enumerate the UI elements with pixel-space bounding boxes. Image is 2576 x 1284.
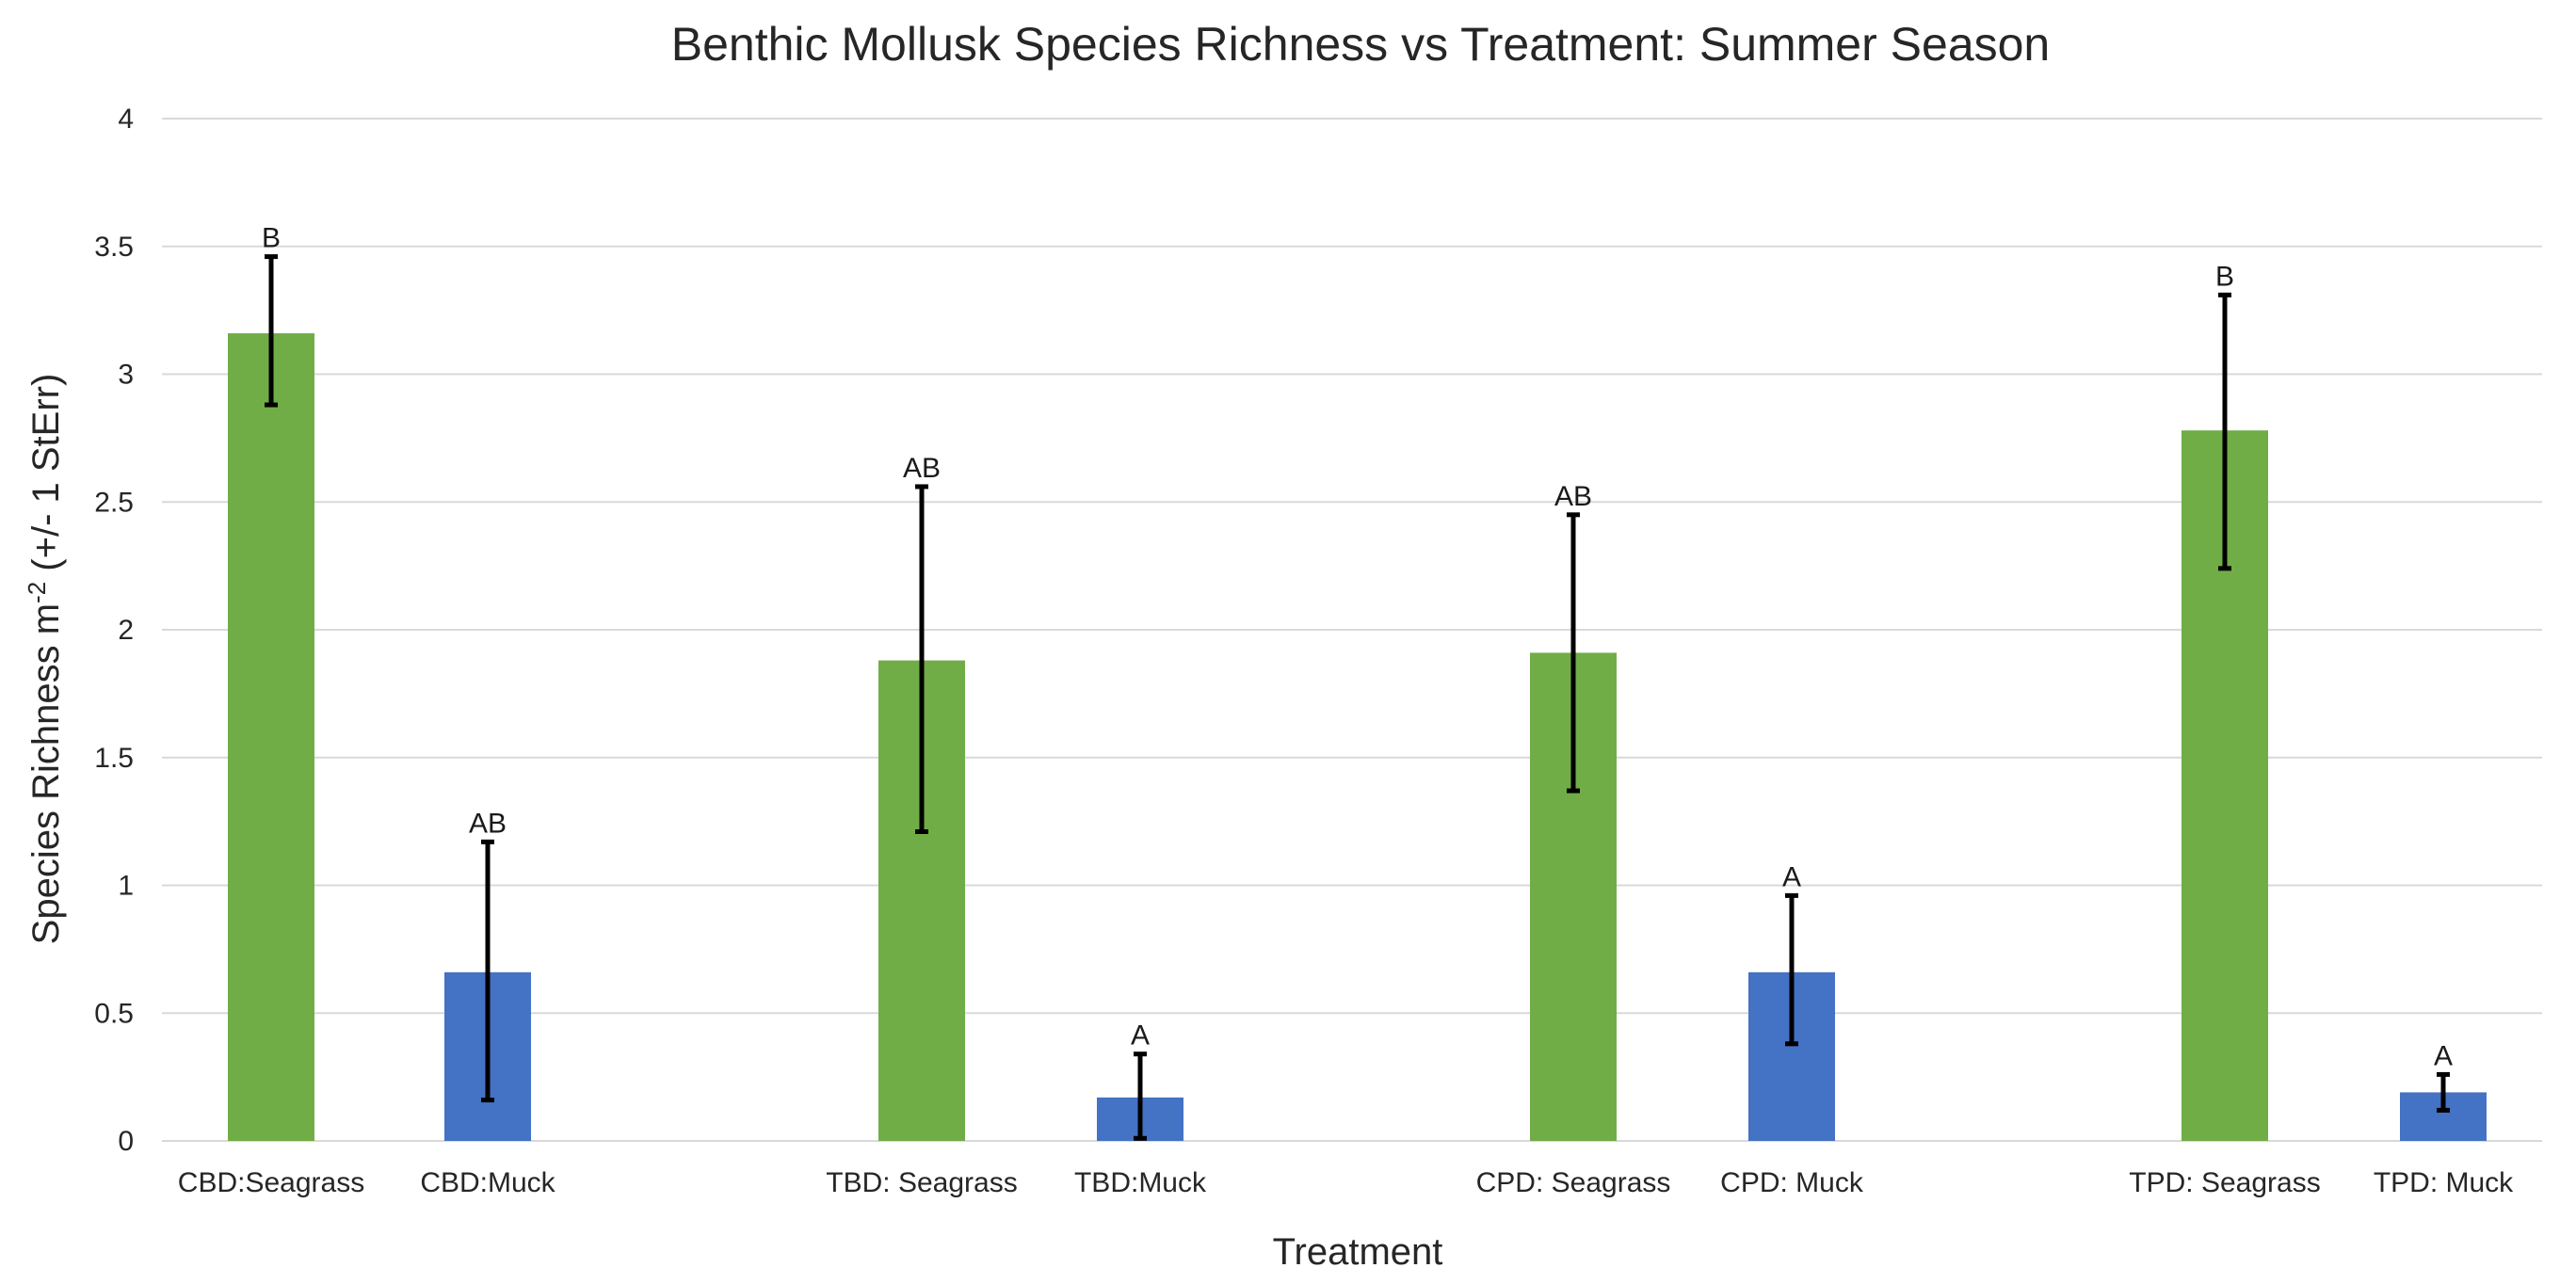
y-axis-label: Species Richness m-2 (+/- 1 StErr) <box>23 374 67 945</box>
y-tick-label: 2 <box>118 615 134 646</box>
significance-label: B <box>262 223 281 254</box>
significance-label: A <box>1782 861 1801 892</box>
error-bar <box>1785 892 1798 1047</box>
chart-title: Benthic Mollusk Species Richness vs Trea… <box>671 18 2051 71</box>
x-category-label: TBD:Muck <box>1074 1167 1207 1198</box>
significance-label: A <box>2434 1040 2453 1071</box>
y-tick-label: 0.5 <box>94 998 134 1029</box>
x-category-label: CBD:Muck <box>420 1167 555 1198</box>
bars <box>228 333 2487 1142</box>
gridlines <box>162 118 2542 1142</box>
bar-seagrass <box>228 333 314 1141</box>
significance-label: AB <box>469 808 507 839</box>
x-category-label: TPD: Seagrass <box>2129 1167 2320 1198</box>
y-axis-ticks: 0 0.5 1 1.5 2 2.5 3 3.5 4 <box>94 104 134 1157</box>
error-bar <box>1134 1051 1147 1141</box>
error-bar <box>2437 1071 2450 1113</box>
significance-label: A <box>1131 1020 1150 1051</box>
y-axis-label-main: Species Richness m <box>25 603 67 944</box>
error-bars <box>265 254 2450 1141</box>
x-category-label: CPD: Seagrass <box>1476 1167 1671 1198</box>
y-tick-label: 0 <box>118 1126 134 1157</box>
y-tick-label: 2.5 <box>94 487 134 518</box>
x-axis-categories: CBD:Seagrass CBD:Muck TBD: Seagrass TBD:Muc… <box>178 1167 2514 1198</box>
error-bar <box>1567 512 1580 794</box>
y-tick-label: 3.5 <box>94 232 134 263</box>
x-category-label: CPD: Muck <box>1720 1167 1864 1198</box>
error-bar <box>2218 292 2231 571</box>
significance-label: AB <box>903 453 941 484</box>
x-axis-label: Treatment <box>1273 1231 1443 1273</box>
y-tick-label: 3 <box>118 360 134 391</box>
y-tick-label: 4 <box>118 104 134 135</box>
y-tick-label: 1 <box>118 871 134 902</box>
y-axis-label-tail: (+/- 1 StErr) <box>25 374 67 582</box>
error-bar <box>265 254 278 408</box>
significance-label: B <box>2215 261 2234 292</box>
error-bar <box>481 839 494 1103</box>
y-tick-label: 1.5 <box>94 743 134 774</box>
significance-label: AB <box>1554 481 1592 512</box>
x-category-label: TBD: Seagrass <box>826 1167 1017 1198</box>
x-category-label: CBD:Seagrass <box>178 1167 364 1198</box>
error-bar <box>915 484 928 834</box>
x-category-label: TPD: Muck <box>2374 1167 2514 1198</box>
y-axis-label-superscript: -2 <box>23 582 51 603</box>
